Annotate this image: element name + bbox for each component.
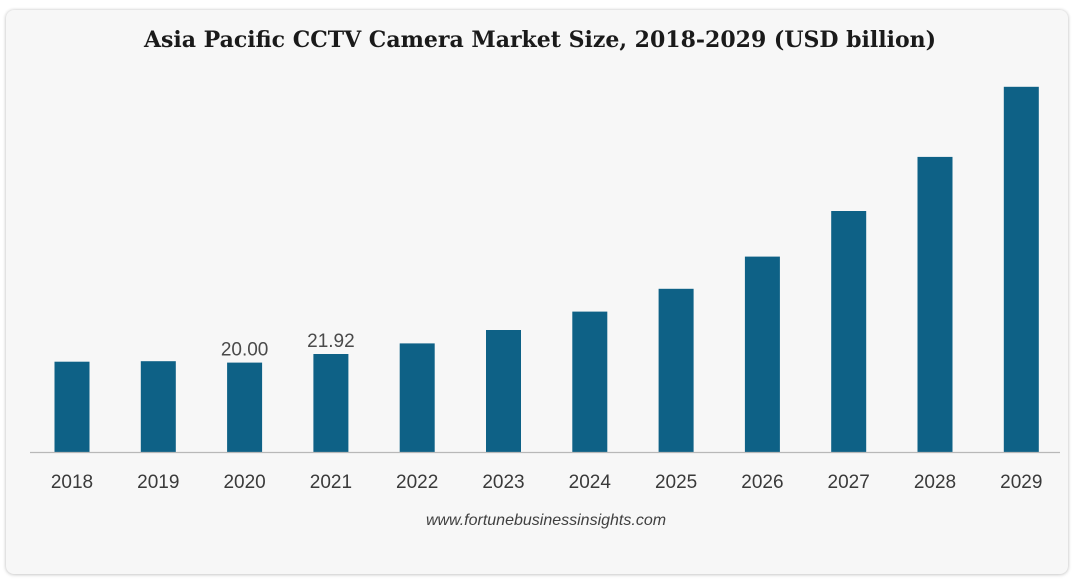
bars-layer — [54, 86, 1039, 453]
source-credit: www.fortunebusinessinsights.com — [425, 512, 667, 529]
data-label-2021: 21.92 — [307, 331, 355, 352]
x-tick-label-2029: 2029 — [1000, 472, 1042, 493]
bar-2024 — [572, 311, 608, 452]
x-tick-label-2020: 2020 — [223, 472, 265, 493]
x-tick-label-2023: 2023 — [482, 472, 524, 493]
bar-2029 — [1003, 86, 1039, 453]
bar-2027 — [831, 211, 867, 452]
x-tick-label-2022: 2022 — [396, 472, 438, 493]
bar-2021 — [313, 354, 349, 452]
chart-title: Asia Pacific CCTV Camera Market Size, 20… — [143, 27, 937, 53]
bar-2028 — [917, 156, 953, 452]
bar-2023 — [486, 330, 521, 452]
bar-2018 — [54, 361, 90, 452]
bar-2022 — [399, 343, 435, 452]
x-tick-label-2028: 2028 — [914, 472, 956, 493]
labels-layer: 2018 2019 2020 20.00 2021 21.92 2022 2023 2024 20… — [51, 331, 1043, 493]
bar-2019 — [140, 361, 176, 452]
x-tick-label-2027: 2027 — [828, 472, 870, 493]
x-tick-label-2019: 2019 — [137, 472, 179, 493]
x-tick-label-2025: 2025 — [655, 472, 697, 493]
data-label-2020: 20.00 — [221, 340, 269, 361]
chart-card — [6, 10, 1068, 574]
x-tick-label-2026: 2026 — [741, 472, 783, 493]
bar-2026 — [744, 256, 780, 452]
bar-2025 — [658, 288, 694, 452]
x-tick-label-2018: 2018 — [51, 472, 93, 493]
x-tick-label-2021: 2021 — [310, 472, 352, 493]
bar-2020 — [227, 362, 263, 452]
x-tick-label-2024: 2024 — [569, 472, 612, 493]
